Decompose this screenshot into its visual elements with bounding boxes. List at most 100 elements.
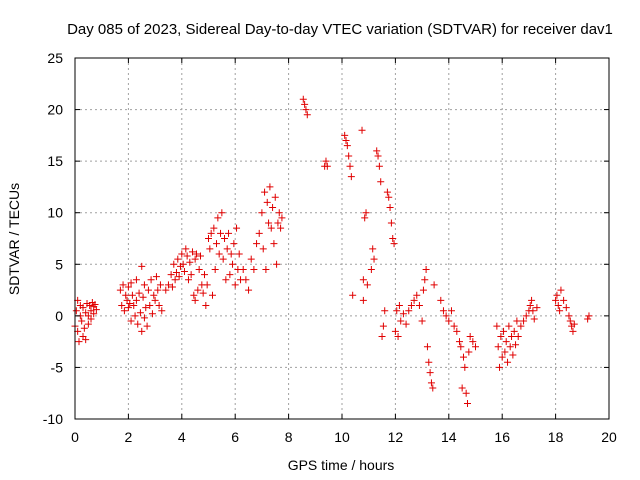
data-point <box>387 219 395 227</box>
data-point <box>442 312 450 320</box>
data-point <box>323 162 331 170</box>
data-point <box>402 320 410 328</box>
data-point <box>374 152 382 160</box>
data-point <box>80 324 88 332</box>
data-point <box>514 332 522 340</box>
data-point <box>266 183 274 191</box>
data-point <box>140 314 148 322</box>
data-point <box>167 271 175 279</box>
data-point <box>450 322 458 330</box>
data-point <box>585 312 593 320</box>
data-point <box>393 307 401 315</box>
data-point <box>206 245 214 253</box>
data-point <box>394 332 402 340</box>
data-point <box>203 281 211 289</box>
y-tick-label: 15 <box>47 153 63 169</box>
data-point <box>259 245 267 253</box>
data-point <box>378 332 386 340</box>
data-point <box>422 265 430 273</box>
data-point <box>267 224 275 232</box>
data-point <box>407 302 415 310</box>
data-point <box>188 248 196 256</box>
data-point <box>513 317 521 325</box>
data-point <box>533 304 541 312</box>
data-point <box>389 235 397 242</box>
data-point <box>195 265 203 273</box>
data-point <box>363 281 371 289</box>
data-point <box>79 304 87 312</box>
data-point <box>569 327 577 335</box>
data-point <box>156 281 164 289</box>
data-point <box>439 307 447 315</box>
data-point <box>245 286 253 294</box>
data-point <box>512 341 520 349</box>
data-point <box>82 336 90 344</box>
data-point <box>179 260 187 268</box>
data-point <box>426 369 434 377</box>
data-point <box>367 265 375 273</box>
x-tick-label: 4 <box>178 429 186 445</box>
data-point <box>119 281 127 289</box>
data-point <box>462 389 470 397</box>
data-point <box>214 214 222 222</box>
data-point <box>273 260 281 268</box>
data-point <box>385 193 393 201</box>
data-point <box>299 95 307 103</box>
data-point <box>493 322 501 330</box>
y-axis-label: SDTVAR / TECUs <box>6 183 22 295</box>
data-point <box>186 258 194 266</box>
data-point <box>346 162 354 170</box>
data-point <box>78 317 86 325</box>
data-point <box>506 343 514 351</box>
x-tick-label: 20 <box>601 429 617 445</box>
data-point <box>496 363 504 371</box>
data-point <box>381 307 389 315</box>
data-point <box>191 255 199 263</box>
data-point <box>172 269 180 277</box>
data-point <box>423 343 431 351</box>
data-point <box>127 279 135 287</box>
data-point <box>301 100 309 108</box>
data-point <box>502 338 510 346</box>
data-point <box>127 317 135 325</box>
data-point <box>226 271 234 279</box>
data-point <box>221 235 229 242</box>
data-point <box>72 307 80 315</box>
data-point <box>132 276 140 284</box>
data-point <box>277 224 285 232</box>
data-point <box>341 131 349 139</box>
data-point <box>130 302 138 310</box>
data-point <box>120 307 128 315</box>
data-point <box>343 142 351 150</box>
data-point <box>517 322 525 330</box>
data-point <box>225 229 233 237</box>
data-point <box>135 289 143 297</box>
y-tick-labels: -10 -5 0 5 10 15 20 25 <box>43 50 63 427</box>
data-point <box>505 322 513 330</box>
data-point <box>150 291 158 299</box>
data-point <box>230 240 238 248</box>
data-point <box>250 265 258 273</box>
data-point <box>379 322 387 330</box>
data-point <box>498 353 506 361</box>
data-point <box>118 302 126 310</box>
data-point <box>457 343 465 351</box>
data-point <box>501 348 509 356</box>
grid <box>75 58 609 419</box>
data-point <box>278 214 286 222</box>
y-tick-label: -5 <box>51 359 64 375</box>
data-point <box>164 281 172 289</box>
data-point <box>265 219 273 227</box>
data-point <box>154 286 162 294</box>
data-point <box>269 204 277 212</box>
data-point <box>469 338 477 346</box>
data-point <box>415 302 423 310</box>
data-point <box>134 320 142 328</box>
data-point <box>191 296 199 304</box>
data-point <box>138 327 146 335</box>
data-point <box>556 307 564 315</box>
data-point <box>147 276 155 284</box>
data-point <box>235 250 243 258</box>
data-point <box>227 250 235 258</box>
